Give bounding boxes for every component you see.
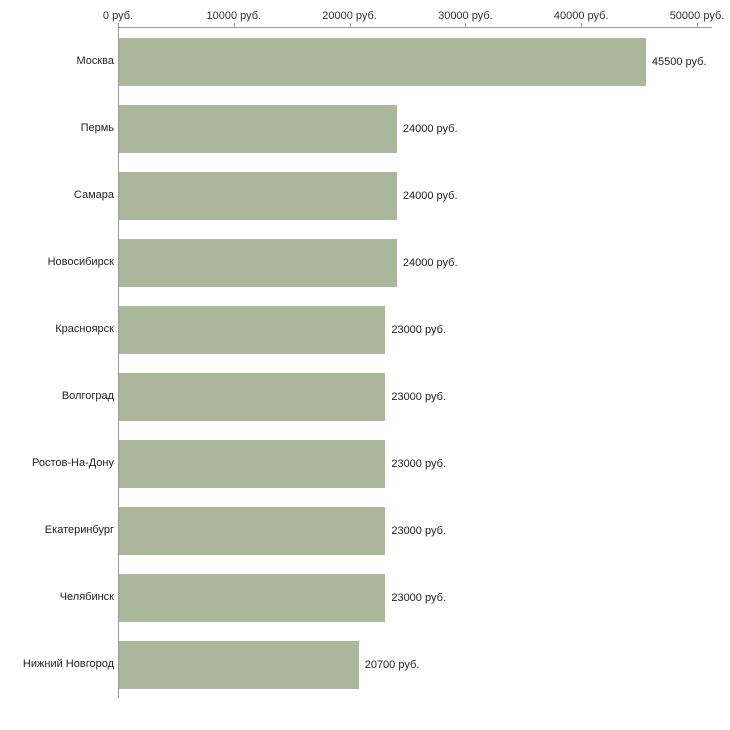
axis-spacer bbox=[0, 10, 118, 28]
bar-value-label: 24000 руб. bbox=[402, 189, 458, 202]
x-tick-label: 20000 руб. bbox=[322, 10, 377, 22]
x-tick-label: 30000 руб. bbox=[438, 10, 493, 22]
x-tick-mark bbox=[118, 23, 119, 27]
x-axis: 0 руб. 10000 руб. 20000 руб. 30000 руб. 4000… bbox=[103, 10, 724, 28]
category-label: Челябинск bbox=[59, 591, 114, 604]
bar-value-label: 23000 руб. bbox=[391, 323, 446, 336]
x-tick-mark bbox=[349, 23, 351, 27]
category-label: Красноярск bbox=[55, 323, 114, 336]
bar-cell: 23000 руб. bbox=[118, 564, 712, 631]
bar-cell: 20700 руб. bbox=[118, 631, 712, 698]
category-label: Волгоград bbox=[61, 390, 114, 403]
bar bbox=[119, 305, 386, 354]
bar-row: Екатеринбург 23000 руб. bbox=[0, 497, 730, 564]
bar-value-label: 24000 руб. bbox=[402, 122, 458, 135]
x-tick-mark bbox=[233, 23, 235, 27]
bar-row: Челябинск 23000 руб. bbox=[0, 564, 730, 631]
category-label: Екатеринбург bbox=[44, 524, 114, 537]
bar-cell: 45500 руб. bbox=[118, 28, 712, 95]
bar-row: Ростов-На-Дону 23000 руб. bbox=[0, 430, 730, 497]
category-label: Самара bbox=[73, 189, 114, 202]
bar bbox=[119, 439, 386, 488]
bar-cell: 23000 руб. bbox=[118, 363, 712, 430]
bar bbox=[119, 37, 646, 86]
bar-row: Самара 24000 руб. bbox=[0, 162, 730, 229]
category-label: Ростов-На-Дону bbox=[31, 457, 114, 470]
plot-area: Москва 45500 руб. Пермь 24000 руб. Самара 240… bbox=[0, 28, 730, 698]
bar bbox=[119, 372, 386, 421]
bar-row: Новосибирск 24000 руб. bbox=[0, 229, 730, 296]
x-tick-label: 0 руб. bbox=[102, 10, 134, 22]
x-tick-label: 10000 руб. bbox=[206, 10, 262, 22]
x-tick-mark bbox=[697, 23, 698, 27]
x-tick-mark bbox=[465, 23, 467, 27]
category-label: Новосибирск bbox=[47, 256, 114, 269]
bar-cell: 23000 руб. bbox=[118, 296, 712, 363]
bar-cell: 24000 руб. bbox=[118, 95, 712, 162]
bar-value-label: 24000 руб. bbox=[402, 256, 458, 269]
x-tick-label: 50000 руб. bbox=[669, 10, 725, 22]
bar bbox=[119, 238, 397, 287]
bar bbox=[119, 171, 397, 220]
bar-value-label: 45500 руб. bbox=[651, 55, 707, 68]
category-label: Нижний Новгород bbox=[22, 658, 114, 671]
category-label: Москва bbox=[76, 55, 114, 68]
bar-row: Москва 45500 руб. bbox=[0, 28, 730, 95]
bar-cell: 23000 руб. bbox=[118, 497, 712, 564]
x-tick-label: 40000 руб. bbox=[553, 10, 609, 22]
bar-value-label: 23000 руб. bbox=[391, 390, 446, 403]
x-axis-row: 0 руб. 10000 руб. 20000 руб. 30000 руб. 4000… bbox=[0, 10, 730, 28]
bar bbox=[119, 573, 386, 622]
bar bbox=[119, 104, 397, 153]
bar-value-label: 20700 руб. bbox=[364, 658, 420, 671]
bar-row: Волгоград 23000 руб. bbox=[0, 363, 730, 430]
bar-row: Пермь 24000 руб. bbox=[0, 95, 730, 162]
bar-cell: 24000 руб. bbox=[118, 229, 712, 296]
x-tick-mark bbox=[581, 23, 583, 27]
bar bbox=[119, 506, 386, 555]
bar-row: Нижний Новгород 20700 руб. bbox=[0, 631, 730, 698]
category-label: Пермь bbox=[80, 122, 114, 135]
bar bbox=[119, 640, 359, 689]
bar-cell: 24000 руб. bbox=[118, 162, 712, 229]
bar-row: Красноярск 23000 руб. bbox=[0, 296, 730, 363]
bar-value-label: 23000 руб. bbox=[391, 524, 446, 537]
bar-cell: 23000 руб. bbox=[118, 430, 712, 497]
bar-value-label: 23000 руб. bbox=[391, 591, 446, 604]
bar-value-label: 23000 руб. bbox=[391, 457, 446, 470]
